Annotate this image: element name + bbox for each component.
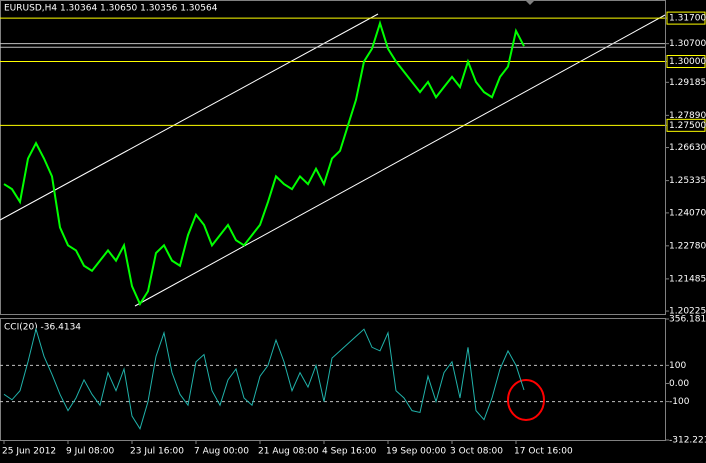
y-tick-label: 1.24070 — [669, 208, 706, 218]
y-tick-label: 0.00 — [669, 379, 689, 389]
y-tick-label: 1.26630 — [669, 143, 706, 153]
x-tick-label: 3 Oct 08:00 — [450, 447, 503, 457]
indicator-title: CCI(20) -36.4134 — [4, 323, 81, 333]
y-tick-label: -312.221 — [669, 436, 706, 446]
y-tick-label: 1.27890 — [669, 111, 706, 121]
y-tick-label: 1.27500 — [669, 121, 706, 131]
y-tick-label: 1.31700 — [669, 14, 706, 24]
y-tick-label: 356.181 — [669, 315, 706, 325]
y-tick-label: 1.21485 — [669, 274, 706, 284]
x-tick-label: 19 Sep 00:00 — [386, 447, 446, 457]
chart-title: EURUSD,H4 1.30364 1.30650 1.30356 1.3056… — [4, 4, 218, 14]
price-label-box — [666, 55, 706, 69]
highlight-circle — [507, 379, 545, 421]
series-line — [3, 327, 525, 430]
y-tick-label: -100 — [669, 397, 690, 407]
x-tick-label: 17 Oct 16:00 — [514, 447, 573, 457]
price-label-box — [666, 118, 706, 132]
y-tick-label: 1.29185 — [669, 78, 706, 88]
y-tick-label: 1.30000 — [669, 57, 706, 67]
channel-lower — [134, 14, 666, 307]
y-tick-label: 1.20225 — [669, 307, 706, 317]
x-tick-label: 25 Jun 2012 — [2, 447, 56, 457]
y-tick-label: 1.22780 — [669, 241, 706, 251]
x-tick-label: 4 Sep 16:00 — [322, 447, 377, 457]
y-tick-label: 1.30700 — [669, 39, 706, 49]
x-tick-label: 9 Jul 08:00 — [66, 447, 115, 457]
price-label-box — [666, 11, 706, 25]
series-line — [3, 19, 525, 307]
main-frame — [0, 0, 666, 315]
x-tick-label: 23 Jul 16:00 — [130, 447, 184, 457]
y-tick-label: 1.25335 — [669, 176, 706, 186]
shift-marker — [525, 0, 535, 5]
x-tick-label: 7 Aug 00:00 — [194, 447, 249, 457]
channel-upper — [0, 13, 379, 221]
cci-frame — [0, 318, 666, 441]
x-tick-label: 21 Aug 08:00 — [258, 447, 319, 457]
y-tick-label: 100 — [669, 361, 686, 371]
